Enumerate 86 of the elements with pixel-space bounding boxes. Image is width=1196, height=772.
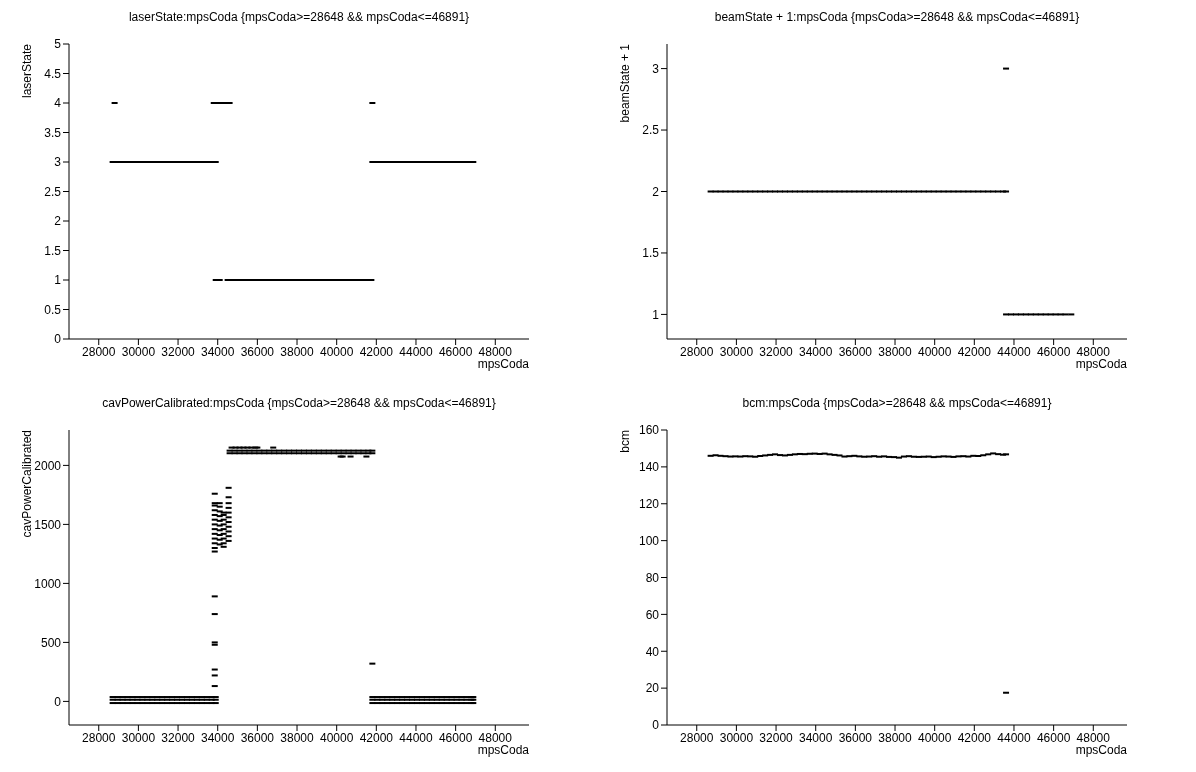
x-tick-label: 44000 <box>997 730 1031 745</box>
x-tick-label: 34000 <box>201 344 235 359</box>
x-tick-label: 42000 <box>957 730 992 745</box>
y-tick-label: 2 <box>54 214 62 229</box>
x-tick-label: 40000 <box>917 344 952 359</box>
x-tick-label: 36000 <box>240 344 275 359</box>
y-axis-title: laserState <box>20 44 34 99</box>
y-tick-label: 80 <box>645 570 660 585</box>
x-tick-label: 40000 <box>917 730 952 745</box>
y-tick-label: 120 <box>638 497 660 512</box>
y-tick-label: 2.5 <box>44 184 62 199</box>
x-tick-label: 34000 <box>799 344 833 359</box>
y-tick-label: 4.5 <box>44 66 62 81</box>
x-tick-label: 32000 <box>161 730 196 745</box>
x-tick-label: 42000 <box>359 344 394 359</box>
x-axis-title: mpsCoda <box>477 357 529 371</box>
y-tick-label: 1.5 <box>642 246 660 261</box>
y-tick-label: 2.5 <box>642 123 660 138</box>
y-tick-label: 3 <box>652 61 660 76</box>
chart-title: cavPowerCalibrated:mpsCoda {mpsCoda>=28648 && mpsCoda<=46891} <box>101 396 497 410</box>
x-tick-label: 44000 <box>399 344 433 359</box>
x-tick-label: 44000 <box>399 730 433 745</box>
x-tick-label: 30000 <box>719 730 754 745</box>
x-axis-title: mpsCoda <box>1075 357 1127 371</box>
y-tick-label: 0 <box>54 694 62 709</box>
y-axis-title: beamState + 1 <box>618 44 632 123</box>
x-tick-label: 28000 <box>82 344 116 359</box>
y-tick-label: 20 <box>645 681 660 696</box>
x-tick-label: 42000 <box>957 344 992 359</box>
x-tick-label: 36000 <box>838 344 873 359</box>
y-tick-label: 40 <box>645 644 660 659</box>
y-tick-label: 140 <box>638 460 660 475</box>
y-tick-label: 0.5 <box>44 302 62 317</box>
x-tick-label: 48000 <box>478 344 513 359</box>
y-tick-label: 500 <box>40 635 62 650</box>
x-tick-label: 46000 <box>438 730 473 745</box>
y-tick-label: 4 <box>54 96 62 111</box>
chart-title: laserState:mpsCoda {mpsCoda>=28648 && mpsCoda<=46891} <box>127 10 471 24</box>
x-tick-label: 38000 <box>878 344 913 359</box>
chart-title: beamState + 1:mpsCoda {mpsCoda>=28648 && mpsCoda<=46891} <box>713 10 1081 24</box>
x-tick-label: 46000 <box>1036 344 1071 359</box>
x-tick-label: 28000 <box>82 730 116 745</box>
x-tick-label: 32000 <box>759 730 794 745</box>
y-axis-title: cavPowerCalibrated <box>20 430 34 538</box>
x-tick-label: 38000 <box>280 730 315 745</box>
y-tick-label: 3 <box>54 155 62 170</box>
x-tick-label: 48000 <box>1076 344 1111 359</box>
y-tick-label: 2 <box>652 184 660 199</box>
x-tick-label: 40000 <box>319 344 354 359</box>
x-tick-label: 32000 <box>759 344 794 359</box>
y-tick-label: 1.5 <box>44 243 62 258</box>
y-tick-label: 60 <box>645 607 660 622</box>
x-tick-label: 32000 <box>161 344 196 359</box>
y-tick-label: 160 <box>638 423 660 438</box>
y-tick-label: 0 <box>652 718 660 733</box>
y-tick-label: 1500 <box>34 517 62 532</box>
x-tick-label: 36000 <box>240 730 275 745</box>
x-tick-label: 46000 <box>438 344 473 359</box>
x-tick-label: 30000 <box>121 730 156 745</box>
x-axis-title: mpsCoda <box>1075 743 1127 757</box>
x-tick-label: 28000 <box>680 344 714 359</box>
y-tick-label: 0 <box>54 332 62 347</box>
x-tick-label: 48000 <box>1076 730 1111 745</box>
chart-title: bcm:mpsCoda {mpsCoda>=28648 && mpsCoda<=46891} <box>741 396 1053 410</box>
y-tick-label: 1 <box>652 307 660 322</box>
y-axis-title: bcm <box>618 430 632 453</box>
x-tick-label: 36000 <box>838 730 873 745</box>
x-tick-label: 30000 <box>121 344 156 359</box>
x-tick-label: 48000 <box>478 730 513 745</box>
x-tick-label: 28000 <box>680 730 714 745</box>
y-tick-label: 1 <box>54 273 62 288</box>
y-tick-label: 100 <box>638 533 660 548</box>
x-tick-label: 34000 <box>799 730 833 745</box>
x-tick-label: 30000 <box>719 344 754 359</box>
x-axis-title: mpsCoda <box>477 743 529 757</box>
x-tick-label: 40000 <box>319 730 354 745</box>
x-tick-label: 38000 <box>878 730 913 745</box>
y-tick-label: 3.5 <box>44 125 62 140</box>
x-tick-label: 38000 <box>280 344 315 359</box>
x-tick-label: 46000 <box>1036 730 1071 745</box>
y-tick-label: 5 <box>54 37 62 52</box>
x-tick-label: 34000 <box>201 730 235 745</box>
x-tick-label: 44000 <box>997 344 1031 359</box>
y-tick-label: 1000 <box>34 576 62 591</box>
y-tick-label: 2000 <box>34 458 62 473</box>
x-tick-label: 42000 <box>359 730 394 745</box>
